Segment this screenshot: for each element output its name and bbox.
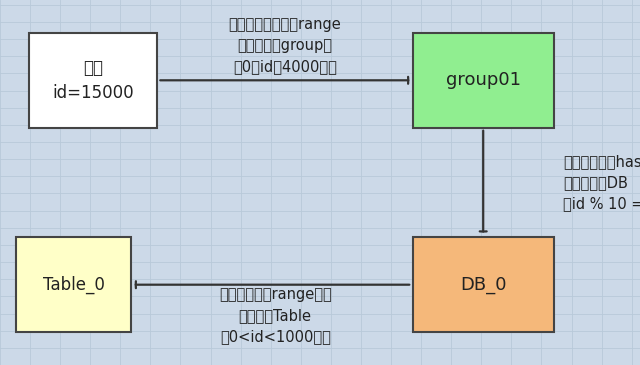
Text: 步骤二：根据hash方案
定位是哪个DB
（id % 10 = 0）: 步骤二：根据hash方案 定位是哪个DB （id % 10 = 0）: [563, 154, 640, 211]
Text: 定位
id=15000: 定位 id=15000: [52, 59, 134, 102]
FancyBboxPatch shape: [413, 237, 554, 332]
Text: group01: group01: [445, 71, 521, 89]
Text: DB_0: DB_0: [460, 276, 506, 294]
Text: 步骤一：根据范围range
定位是哪个group组
（0＜id＜4000万）: 步骤一：根据范围range 定位是哪个group组 （0＜id＜4000万）: [228, 17, 341, 74]
Text: 步骤三：根据range方案
定位哪个Table
（0<id<1000万）: 步骤三：根据range方案 定位哪个Table （0<id<1000万）: [219, 287, 332, 344]
FancyBboxPatch shape: [413, 33, 554, 128]
FancyBboxPatch shape: [16, 237, 131, 332]
FancyBboxPatch shape: [29, 33, 157, 128]
Text: Table_0: Table_0: [43, 276, 104, 294]
